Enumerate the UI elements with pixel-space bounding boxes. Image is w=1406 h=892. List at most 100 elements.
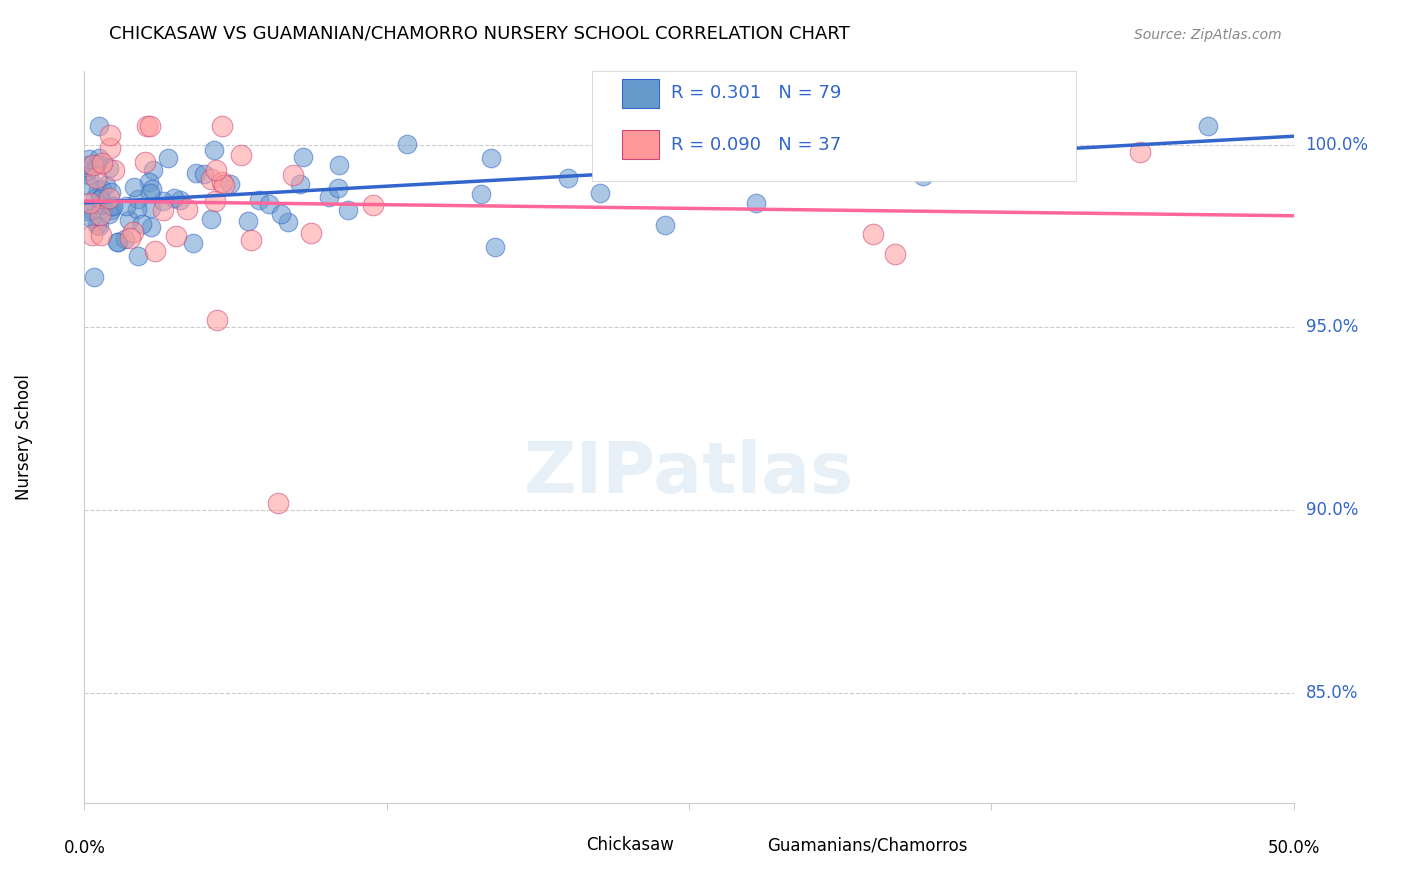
Point [589,186,612,200]
Point [977,120,1000,134]
Point [86,218,108,232]
Point [219,177,242,191]
Point [912,169,935,183]
Point [363,198,385,212]
Text: 95.0%: 95.0% [1306,318,1358,336]
Point [163,190,186,204]
Point [202,143,225,157]
Point [76,203,98,218]
Point [484,240,506,254]
Text: 100.0%: 100.0% [1306,136,1368,153]
Point [122,225,145,239]
Point [211,120,233,134]
Point [236,214,259,228]
Point [141,182,163,196]
Point [979,120,1001,134]
Text: R = 0.090   N = 37: R = 0.090 N = 37 [671,136,841,153]
Point [470,186,492,201]
Point [200,212,222,227]
Point [247,193,270,207]
Text: R = 0.301   N = 79: R = 0.301 N = 79 [671,85,841,103]
Point [100,185,122,199]
Point [288,178,311,192]
Point [143,244,166,258]
Point [107,235,129,249]
Point [935,126,957,140]
Point [87,120,110,134]
Bar [623,78,659,108]
Text: Chickasaw: Chickasaw [586,836,673,855]
Point [98,207,121,221]
Point [281,168,304,182]
Point [83,269,105,284]
Point [165,228,187,243]
Point [98,161,121,175]
Point [240,233,263,247]
Point [87,182,110,196]
Point [479,152,502,166]
Point [207,313,229,327]
Text: 50.0%: 50.0% [1267,839,1320,857]
Point [1129,145,1152,159]
Point [291,150,314,164]
Point [79,195,101,210]
Point [139,219,162,234]
Point [169,193,191,207]
Point [328,157,350,171]
Point [77,168,100,182]
Text: 90.0%: 90.0% [1306,501,1358,519]
Point [299,226,322,240]
Point [1010,128,1032,142]
Point [184,165,207,179]
Point [152,202,174,217]
Point [176,202,198,216]
Point [127,192,149,206]
Point [193,167,215,181]
Point [118,230,141,244]
Point [142,162,165,177]
Point [80,228,103,243]
Point [89,192,111,206]
Point [337,203,360,218]
Point [89,151,111,165]
Bar [544,836,581,854]
Point [89,198,111,212]
Point [181,236,204,251]
Point [229,147,252,161]
Point [277,214,299,228]
Point [131,218,153,232]
Point [654,218,676,232]
Point [212,178,235,193]
Point [745,195,768,210]
Point [127,249,149,263]
Point [80,211,103,226]
Point [89,208,111,222]
Point [122,180,145,194]
Point [259,196,281,211]
Text: CHICKASAW VS GUAMANIAN/CHAMORRO NURSERY SCHOOL CORRELATION CHART: CHICKASAW VS GUAMANIAN/CHAMORRO NURSERY … [108,24,849,42]
Bar [623,130,659,159]
Point [90,227,112,242]
Point [98,141,121,155]
Point [82,158,104,172]
Point [205,162,228,177]
Point [270,207,292,221]
Point [825,160,848,174]
Point [884,246,907,260]
Point [107,235,129,249]
Point [1197,120,1219,134]
Point [87,219,110,233]
Point [90,182,112,196]
Point [84,191,107,205]
Text: 85.0%: 85.0% [1306,684,1358,702]
Point [117,213,139,227]
Point [94,178,117,193]
Text: Nursery School: Nursery School [15,374,32,500]
Point [138,175,160,189]
Point [77,152,100,166]
Point [139,186,162,201]
Point [156,151,179,165]
Point [318,190,340,204]
Point [211,175,233,189]
Text: 0.0%: 0.0% [63,839,105,857]
